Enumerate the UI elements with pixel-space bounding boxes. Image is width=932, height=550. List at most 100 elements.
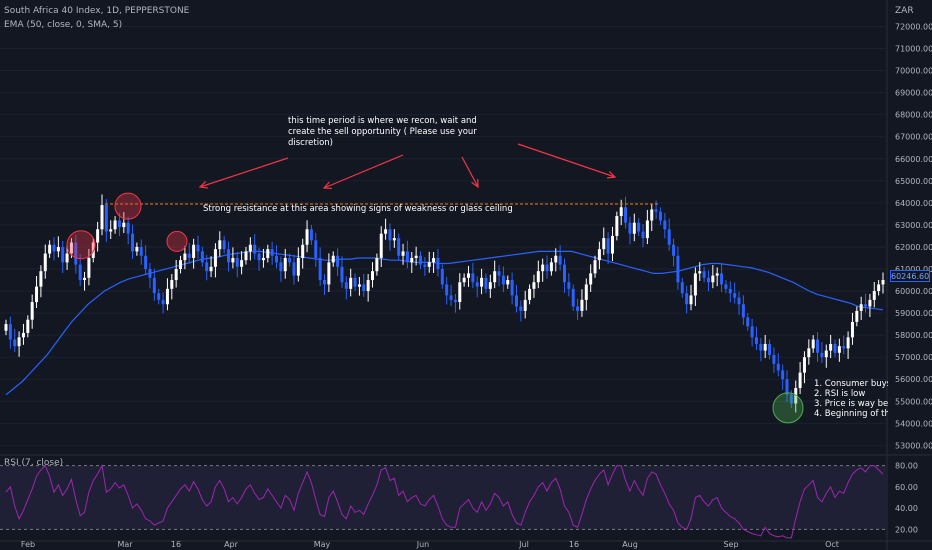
candle-body	[388, 229, 392, 241]
candle-body	[126, 222, 130, 234]
candle-body	[4, 324, 8, 331]
candle-body	[222, 240, 226, 250]
candle-body	[545, 264, 549, 272]
price-tick-label: 68000.00	[895, 111, 932, 120]
candle-body	[362, 284, 366, 292]
candle-body	[392, 238, 396, 241]
candle-body	[52, 244, 56, 252]
candle-body	[706, 277, 710, 283]
candle-body	[432, 257, 436, 263]
candle-body	[440, 268, 444, 285]
circle-marker-red	[66, 230, 96, 260]
time-tick-label: Jun	[416, 540, 430, 549]
candle-body	[488, 282, 492, 289]
candle-body	[192, 244, 196, 258]
rsi-indicator-label[interactable]: RSI (7, close)	[4, 458, 64, 468]
candle-body	[776, 363, 780, 371]
candle-body	[449, 295, 453, 300]
price-tick-label: 53000.00	[895, 441, 932, 450]
candle-body	[314, 240, 318, 258]
reasons-list[interactable]: 1. Consumer buys, 2. RSI is low 3. Price…	[814, 379, 888, 419]
arrow-shaft	[199, 157, 289, 188]
candle-body	[641, 231, 645, 239]
candle-body	[584, 284, 588, 300]
candle-body	[811, 339, 815, 349]
candle-body	[78, 264, 82, 281]
candle-body	[384, 229, 388, 234]
candle-body	[366, 280, 370, 292]
candle-body	[602, 238, 606, 250]
candle-body	[104, 205, 108, 232]
rsi-band-fill	[0, 465, 886, 530]
candle-body	[43, 253, 47, 272]
candle-body	[401, 251, 405, 256]
candle-body	[87, 257, 91, 278]
rsi-tick-label: 20.00	[895, 525, 918, 534]
candle-body	[113, 220, 117, 230]
price-tick-label: 66000.00	[895, 155, 932, 164]
arrow-head	[471, 178, 479, 189]
candle-body	[872, 291, 876, 300]
arrow-head	[198, 181, 209, 189]
symbol-title[interactable]: South Africa 40 Index, 1D, PEPPERSTONE	[4, 6, 190, 16]
price-tick-label: 60000.00	[895, 287, 932, 296]
arrow-shaft	[323, 154, 404, 189]
resistance-note[interactable]: Strong resistance at this area showing s…	[203, 204, 513, 214]
rsi-tick-label: 40.00	[895, 504, 918, 513]
period-note[interactable]: this time period is where we recon, wait…	[288, 116, 477, 148]
candle-body	[301, 244, 305, 258]
reason-item-4: 4. Beginning of the	[814, 409, 888, 419]
candle-body	[698, 271, 702, 274]
candle-body	[667, 229, 671, 245]
rsi-line	[5, 464, 884, 539]
candle-body	[737, 297, 741, 305]
candle-body	[855, 310, 859, 322]
candle-body	[471, 273, 475, 283]
candle-body	[13, 339, 17, 347]
price-tick-label: 62000.00	[895, 243, 932, 252]
candle-body	[728, 288, 732, 294]
price-tick-label: 67000.00	[895, 133, 932, 142]
candle-body	[266, 249, 270, 258]
circle-marker-red	[166, 230, 188, 252]
candle-body	[759, 343, 763, 351]
candle-body	[371, 271, 375, 281]
arrow-head	[322, 181, 333, 190]
candle-body	[802, 357, 806, 373]
time-tick-label: 16	[569, 540, 579, 549]
candle-body	[685, 293, 689, 305]
price-tick-label: 71000.00	[895, 45, 932, 54]
candle-body	[91, 242, 95, 258]
candle-body	[881, 280, 885, 285]
time-tick-label: 16	[171, 540, 181, 549]
time-axis[interactable]: Feb Mar 16 Apr May Jun Jul 16 Aug Sep Oct	[0, 540, 932, 549]
candle-body	[606, 238, 610, 254]
price-tick-label: 55000.00	[895, 397, 932, 406]
currency-label: ZAR	[895, 6, 914, 16]
candle-body	[235, 257, 239, 267]
candle-body	[493, 271, 497, 283]
candle-body	[733, 293, 737, 298]
arrow-shaft	[517, 143, 616, 178]
candle-body	[781, 370, 785, 380]
price-tick-label: 61000.00	[895, 265, 932, 274]
candle-body	[405, 251, 409, 263]
candle-body	[789, 394, 793, 404]
candle-body	[650, 209, 654, 221]
candle-body	[798, 372, 802, 389]
candle-body	[628, 222, 632, 234]
candle-body	[65, 253, 69, 263]
candle-body	[48, 244, 52, 254]
candle-body	[56, 246, 60, 252]
ema-indicator-label[interactable]: EMA (50, close, 0, SMA, 5)	[4, 20, 123, 30]
candle-body	[645, 220, 649, 239]
candle-body	[859, 304, 863, 311]
candle-body	[257, 253, 261, 261]
time-tick-label: Jul	[518, 540, 529, 549]
candle-body	[83, 277, 87, 281]
price-axis[interactable]: 53000.00 54000.00 55000.00 56000.00 57000.00…	[886, 0, 932, 550]
candle-body	[244, 251, 248, 261]
candle-body	[253, 244, 257, 254]
candle-body	[61, 246, 65, 263]
